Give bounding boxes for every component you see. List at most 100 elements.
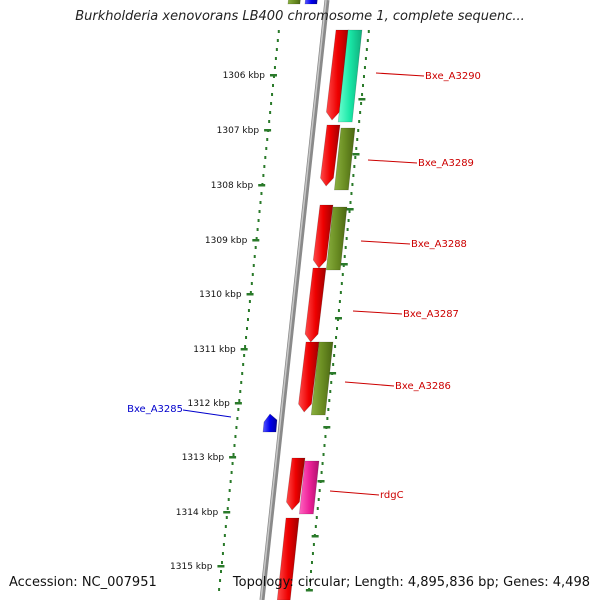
gene-arrow[interactable] <box>310 341 334 416</box>
gene-arrow[interactable] <box>304 267 327 343</box>
kbp-tick <box>264 129 272 132</box>
gene-arrow[interactable] <box>325 206 348 271</box>
kbp-tick <box>358 98 366 101</box>
gene-leader-line <box>344 381 395 387</box>
ruler-dot <box>274 57 277 60</box>
gene-arrow[interactable] <box>298 460 320 515</box>
kbp-tick <box>352 153 360 156</box>
gene-label-bxe-a3285[interactable]: Bxe_A3285 <box>127 404 183 415</box>
ruler-dot <box>341 273 344 276</box>
ruler-dot <box>265 147 268 150</box>
gene-arrow[interactable] <box>287 0 301 5</box>
ruler-dot <box>273 66 276 69</box>
ruler-dot <box>337 309 340 312</box>
gene-arrow[interactable] <box>298 341 320 413</box>
gene-arrow[interactable] <box>304 0 318 5</box>
ruler-dot <box>324 435 327 438</box>
ruler-dot <box>266 138 269 141</box>
gene-arrow[interactable] <box>334 127 356 191</box>
ruler-dot <box>228 489 231 492</box>
ruler-dot <box>231 462 234 465</box>
kbp-tick <box>305 589 313 592</box>
kbp-label: 1314 kbp <box>176 508 219 518</box>
ruler-dot <box>315 516 318 519</box>
ruler-dot <box>332 363 335 366</box>
ruler-dot <box>334 345 337 348</box>
ruler-dot <box>234 435 237 438</box>
ruler-dot <box>237 408 240 411</box>
gene-arrow[interactable] <box>262 413 278 433</box>
gene-label-bxe-a3289[interactable]: Bxe_A3289 <box>418 158 474 169</box>
kbp-label: 1306 kbp <box>223 71 266 81</box>
gene-arrow[interactable] <box>326 29 350 121</box>
ruler-dot <box>345 237 348 240</box>
ruler-dot <box>336 327 339 330</box>
ruler-dot <box>254 246 257 249</box>
ruler-dot <box>327 408 330 411</box>
ruler-dot <box>366 39 369 42</box>
ruler-dot <box>233 444 236 447</box>
kbp-label: 1313 kbp <box>182 453 225 463</box>
ruler-dot <box>235 426 238 429</box>
ruler-dot <box>326 417 329 420</box>
ruler-dot <box>322 453 325 456</box>
ruler-dot <box>311 552 314 555</box>
ruler-dot <box>246 327 249 330</box>
ruler-dot <box>346 228 349 231</box>
gene-label-rdgc[interactable]: rdgC <box>380 490 404 501</box>
ruler-dot <box>257 219 260 222</box>
gene-leader-line <box>367 159 418 164</box>
gene-arrow[interactable] <box>337 29 363 123</box>
gene-label-bxe-a3288[interactable]: Bxe_A3288 <box>411 239 467 250</box>
ruler-dot <box>357 129 360 132</box>
ruler-dot <box>355 147 358 150</box>
ruler-dot <box>247 309 250 312</box>
ruler-dot <box>230 471 233 474</box>
ruler-dot <box>252 264 255 267</box>
ruler-dot <box>260 192 263 195</box>
ruler-dot <box>250 282 253 285</box>
ruler-dot <box>309 579 312 582</box>
kbp-tick <box>346 208 354 211</box>
ruler-dot <box>264 156 267 159</box>
gene-arrow[interactable] <box>286 457 306 511</box>
ruler-dot <box>365 48 368 51</box>
gene-leader-line <box>360 240 411 245</box>
gene-leader-line <box>375 72 425 77</box>
accession-text: Accession: NC_007951 <box>9 575 157 590</box>
ruler-dot <box>226 507 229 510</box>
ruler-dot <box>349 201 352 204</box>
chromosome-backbone-highlight <box>260 0 327 601</box>
gene-arrow[interactable] <box>312 204 334 269</box>
ruler-dot <box>251 273 254 276</box>
ruler-dot <box>363 66 366 69</box>
kbp-label: 1310 kbp <box>199 290 242 300</box>
ruler-dot <box>338 300 341 303</box>
kbp-tick <box>223 511 231 514</box>
ruler-dot <box>310 570 313 573</box>
gene-label-bxe-a3286[interactable]: Bxe_A3286 <box>395 381 451 392</box>
ruler-dot <box>351 183 354 186</box>
gene-arrow[interactable] <box>320 124 341 187</box>
kbp-label: 1311 kbp <box>193 345 236 355</box>
gene-leader-line <box>329 490 380 496</box>
ruler-dot <box>256 228 259 231</box>
ruler-dot <box>240 381 243 384</box>
ruler-dot <box>317 498 320 501</box>
ruler-dot <box>246 318 249 321</box>
gene-label-bxe-a3290[interactable]: Bxe_A3290 <box>425 71 481 82</box>
ruler-dot <box>312 543 315 546</box>
kbp-tick <box>246 293 254 296</box>
ruler-dot <box>360 102 363 105</box>
kbp-tick <box>217 565 225 568</box>
ruler-dot <box>244 345 247 348</box>
ruler-dot <box>232 453 235 456</box>
ruler-dot <box>229 480 232 483</box>
ruler-dot <box>310 561 313 564</box>
ruler-dot <box>268 120 271 123</box>
ruler-dot <box>220 570 223 573</box>
gene-label-bxe-a3287[interactable]: Bxe_A3287 <box>403 309 459 320</box>
ruler-dot <box>258 210 261 213</box>
ruler-dot <box>320 471 323 474</box>
ruler-dot <box>263 165 266 168</box>
